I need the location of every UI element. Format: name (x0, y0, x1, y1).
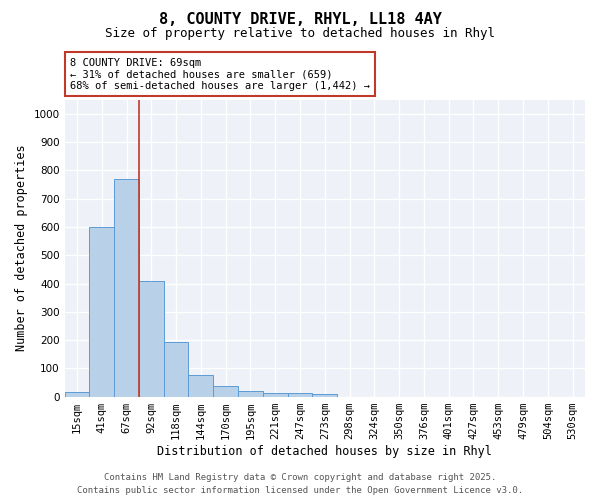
Bar (164, 342, 188, 396)
X-axis label: Distribution of detached houses by size in Rhyl: Distribution of detached houses by size … (157, 444, 492, 458)
Text: 8, COUNTY DRIVE, RHYL, LL18 4AY: 8, COUNTY DRIVE, RHYL, LL18 4AY (158, 12, 442, 28)
Bar (188, 376, 213, 396)
Bar (213, 386, 238, 396)
Text: 8 COUNTY DRIVE: 69sqm
← 31% of detached houses are smaller (659)
68% of semi-det: 8 COUNTY DRIVE: 69sqm ← 31% of detached … (70, 58, 370, 91)
Bar (287, 393, 313, 396)
Bar (139, 280, 164, 396)
Bar (89, 227, 114, 396)
Text: Size of property relative to detached houses in Rhyl: Size of property relative to detached ho… (105, 28, 495, 40)
Text: Contains HM Land Registry data © Crown copyright and database right 2025.
Contai: Contains HM Land Registry data © Crown c… (77, 474, 523, 495)
Bar (114, 179, 139, 396)
Bar (263, 393, 287, 396)
Bar (238, 392, 263, 396)
Y-axis label: Number of detached properties: Number of detached properties (15, 145, 28, 352)
Bar (313, 394, 337, 396)
Bar (65, 392, 89, 396)
